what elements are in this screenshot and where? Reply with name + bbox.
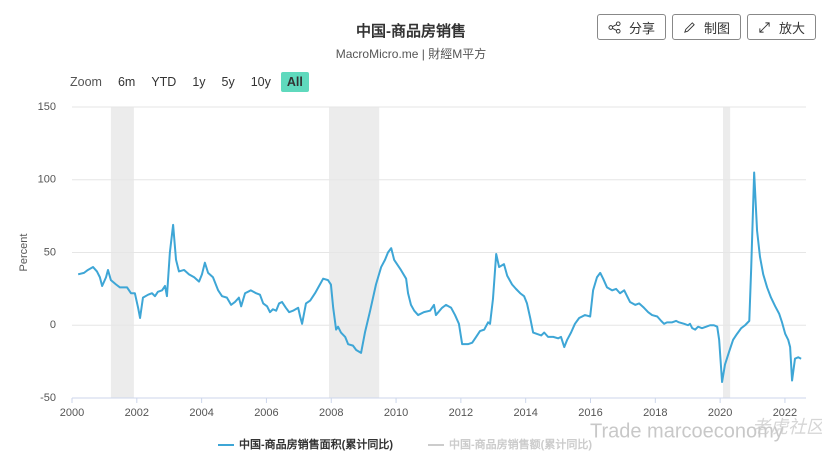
zoom-option[interactable]: All	[280, 72, 309, 92]
x-tick-label: 2014	[513, 407, 537, 419]
y-tick-label: 0	[50, 319, 56, 331]
zoom-option[interactable]: 1y	[192, 75, 206, 89]
zoom-option[interactable]: 6m	[117, 75, 136, 89]
y-tick-label: 100	[38, 174, 56, 186]
subtitle: MacroMicro.me | 財經M平方	[335, 47, 487, 61]
x-tick-label: 2008	[319, 407, 343, 419]
share-label: 分享	[628, 20, 655, 36]
legend-item[interactable]: 中国-商品房销售面积(累计同比)	[218, 437, 393, 451]
watermark: 老虎社区	[752, 417, 822, 437]
x-tick-label: 2006	[254, 407, 278, 419]
pencil-icon	[684, 21, 695, 33]
expand-icon	[759, 21, 770, 33]
x-tick-label: 2016	[578, 407, 602, 419]
x-tick-label: 2000	[60, 407, 84, 419]
share-button[interactable]: 分享	[596, 14, 666, 40]
toolbar: 分享 制图 放大	[596, 14, 816, 40]
expand-label: 放大	[778, 20, 805, 36]
x-tick-label: 2004	[189, 407, 213, 419]
x-tick-label: 2002	[125, 407, 149, 419]
draw-button[interactable]: 制图	[671, 14, 741, 40]
y-tick-label: 50	[44, 246, 56, 258]
title: 中国-商品房销售	[356, 23, 466, 40]
y-tick-label: -50	[40, 392, 56, 404]
x-tick-label: 2020	[708, 407, 732, 419]
x-tick-label: 2022	[773, 407, 797, 419]
zoom-bar: Zoom 6m YTD 1y 5y 10y All	[70, 72, 309, 92]
zoom-label: Zoom	[70, 75, 102, 89]
series-line	[77, 171, 802, 383]
x-tick-label: 2012	[449, 407, 473, 419]
zoom-option[interactable]: YTD	[151, 75, 177, 89]
x-tick-label: 2018	[643, 407, 667, 419]
y-tick-label: 150	[38, 101, 56, 113]
share-icon	[608, 20, 621, 34]
legend-label: 中国-商品房销售额(累计同比)	[449, 437, 592, 451]
zoom-option[interactable]: 5y	[221, 75, 235, 89]
draw-label: 制图	[703, 20, 730, 36]
legend-item[interactable]: 中国-商品房销售额(累计同比)	[428, 437, 592, 451]
zoom-option[interactable]: 10y	[250, 75, 271, 89]
x-tick-label: 2010	[384, 407, 408, 419]
watermark: Trade marcoeconomy	[590, 420, 784, 442]
legend-label: 中国-商品房销售面积(累计同比)	[239, 437, 393, 451]
expand-button[interactable]: 放大	[746, 14, 816, 40]
y-axis-label: Percent	[18, 234, 30, 272]
